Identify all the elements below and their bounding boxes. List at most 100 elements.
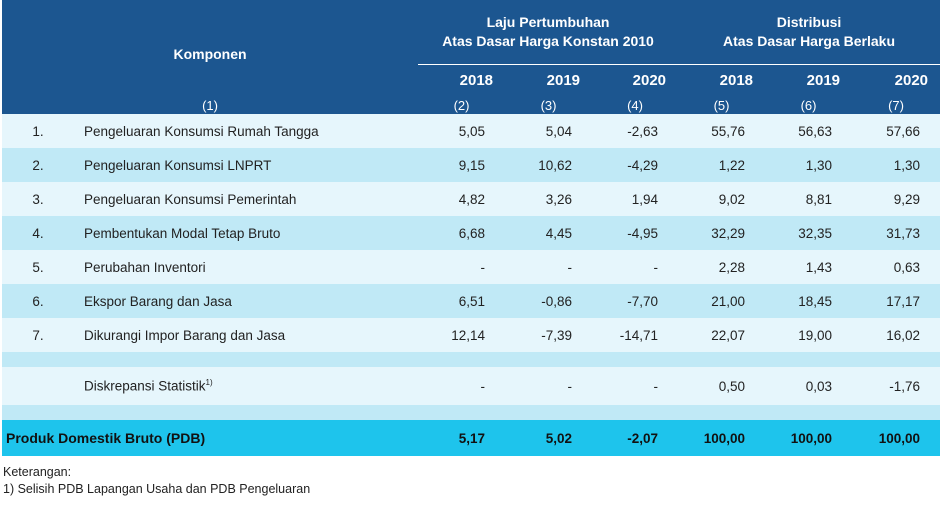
cell-value: 56,63 [765,114,853,148]
row-label: Pengeluaran Konsumsi Rumah Tangga [74,114,419,148]
row-label: Perubahan Inventori [74,250,419,284]
cell-value: 9,02 [678,182,766,216]
total-value: 5,02 [505,420,593,456]
total-value: -2,07 [592,420,679,456]
row-number: 2. [2,148,74,182]
total-value: 5,17 [418,420,506,456]
spacer-row [2,352,941,367]
cell-value: 16,02 [852,318,941,352]
row-number: 5. [2,250,74,284]
table-row: 5. Perubahan Inventori - - - 2,28 1,43 0… [2,250,941,284]
discrepancy-label: Diskrepansi Statistik [84,378,206,394]
year-header: 2020 [632,72,667,89]
cell-value: 0,03 [765,367,853,405]
row-number: 1. [2,114,74,148]
total-row: Produk Domestik Bruto (PDB) 5,17 5,02 -2… [2,420,941,456]
header-laju-pertumbuhan: Laju Pertumbuhan Atas Dasar Harga Konsta… [418,0,679,65]
header-group1-line1: Laju Pertumbuhan [486,14,610,30]
cell-value: -7,70 [592,284,679,318]
cell-value: 8,81 [765,182,853,216]
table-row: 7. Dikurangi Impor Barang dan Jasa 12,14… [2,318,941,352]
cell-value: 1,30 [765,148,853,182]
cell-value: - [418,250,506,284]
cell-value: 1,94 [592,182,679,216]
cell-value: 6,51 [418,284,506,318]
year-header: 2020 [894,72,929,89]
total-label: Produk Domestik Bruto (PDB) [2,420,419,456]
year-header: 2019 [546,72,581,89]
cell-value: 9,15 [418,148,506,182]
spacer-row [2,405,941,420]
year-header: 2018 [719,72,754,89]
column-number: (3) [505,96,593,114]
header-group2-line2: Atas Dasar Harga Berlaku [723,33,896,49]
discrepancy-row: Diskrepansi Statistik1) - - - 0,50 0,03 … [2,367,941,405]
cell-value: 22,07 [678,318,766,352]
cell-value: 10,62 [505,148,593,182]
row-number: 4. [2,216,74,250]
cell-value: - [505,367,593,405]
cell-value: 5,05 [418,114,506,148]
row-label: Ekspor Barang dan Jasa [74,284,419,318]
gdp-expenditure-table: Komponen Laju Pertumbuhan Atas Dasar Har… [2,0,941,456]
header-komponen: Komponen [173,45,247,62]
cell-value: 18,45 [765,284,853,318]
row-label: Pengeluaran Konsumsi LNPRT [74,148,419,182]
column-number: (2) [418,96,506,114]
column-number: (7) [852,96,941,114]
row-label: Pengeluaran Konsumsi Pemerintah [74,182,419,216]
table-row: 6. Ekspor Barang dan Jasa 6,51 -0,86 -7,… [2,284,941,318]
cell-value: 57,66 [852,114,941,148]
cell-value: 2,28 [678,250,766,284]
cell-value: -0,86 [505,284,593,318]
header-group1-line2: Atas Dasar Harga Konstan 2010 [442,33,654,49]
header-group2-line1: Distribusi [776,14,842,30]
cell-value: - [592,367,679,405]
cell-value: 31,73 [852,216,941,250]
cell-value: 0,63 [852,250,941,284]
row-label: Pembentukan Modal Tetap Bruto [74,216,419,250]
cell-value: 32,29 [678,216,766,250]
table-row: 4. Pembentukan Modal Tetap Bruto 6,68 4,… [2,216,941,250]
cell-value: 21,00 [678,284,766,318]
cell-value: - [592,250,679,284]
cell-value: -1,76 [852,367,941,405]
row-number: 6. [2,284,74,318]
cell-value: 4,45 [505,216,593,250]
cell-value: -4,29 [592,148,679,182]
row-label: Diskrepansi Statistik1) [74,367,419,405]
table-row: 1. Pengeluaran Konsumsi Rumah Tangga 5,0… [2,114,941,148]
header-distribusi: Distribusi Atas Dasar Harga Berlaku [678,0,941,65]
year-header: 2019 [806,72,841,89]
notes: Keterangan: 1) Selisih PDB Lapangan Usah… [3,464,942,498]
cell-value: 9,29 [852,182,941,216]
cell-value: -4,95 [592,216,679,250]
total-value: 100,00 [765,420,853,456]
row-number: 7. [2,318,74,352]
cell-value: 1,30 [852,148,941,182]
cell-value: 19,00 [765,318,853,352]
column-number: (4) [592,96,679,114]
footnote-marker: 1) [205,378,213,388]
year-header: 2018 [459,72,494,89]
row-label: Dikurangi Impor Barang dan Jasa [74,318,419,352]
cell-value: 1,43 [765,250,853,284]
cell-value: 1,22 [678,148,766,182]
row-number: 3. [2,182,74,216]
cell-value: 6,68 [418,216,506,250]
cell-value: 17,17 [852,284,941,318]
column-number: (6) [765,96,853,114]
cell-value: -2,63 [592,114,679,148]
column-number: (5) [678,96,766,114]
table-row: 2. Pengeluaran Konsumsi LNPRT 9,15 10,62… [2,148,941,182]
cell-value: -14,71 [592,318,679,352]
cell-value: 3,26 [505,182,593,216]
cell-value: -7,39 [505,318,593,352]
cell-value: - [418,367,506,405]
column-number: (1) [2,96,419,114]
total-value: 100,00 [678,420,766,456]
cell-value: - [505,250,593,284]
cell-value: 55,76 [678,114,766,148]
cell-value: 5,04 [505,114,593,148]
cell-value: 32,35 [765,216,853,250]
